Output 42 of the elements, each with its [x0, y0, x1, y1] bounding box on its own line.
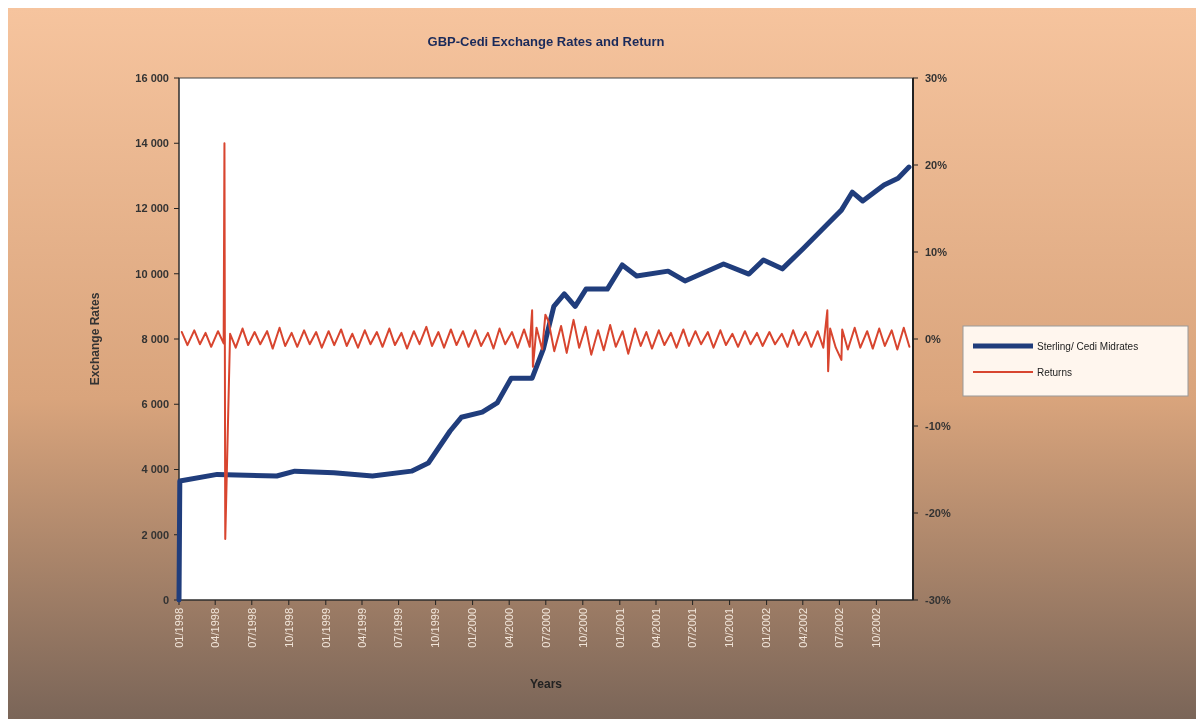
- y-axis-title: Exchange Rates: [88, 292, 102, 386]
- x-tick-label: 10/1998: [282, 608, 295, 648]
- x-tick-label: 04/2000: [503, 608, 516, 648]
- y2-tick-label: 30%: [925, 71, 948, 84]
- y-tick-label: 12 000: [135, 202, 169, 215]
- y2-tick-label: 0%: [925, 332, 942, 345]
- x-tick-label: 04/2002: [796, 608, 809, 648]
- y2-tick-label: 20%: [925, 158, 948, 171]
- x-tick-label: 10/2001: [723, 608, 736, 648]
- y-tick-label: 14 000: [135, 137, 169, 150]
- y-tick-label: 8 000: [141, 332, 169, 345]
- x-tick-label: 04/1998: [209, 608, 222, 648]
- x-tick-label: 07/2000: [539, 608, 552, 648]
- x-tick-label: 04/2001: [649, 608, 662, 648]
- x-tick-label: 07/1998: [245, 608, 258, 648]
- x-tick-label: 01/1998: [172, 608, 185, 648]
- y2-tick-label: 10%: [925, 245, 948, 258]
- x-tick-label: 01/1999: [319, 608, 332, 648]
- x-tick-label: 01/2001: [613, 608, 626, 648]
- x-tick-label: 10/2000: [576, 608, 589, 648]
- x-tick-label: 10/1999: [429, 608, 442, 648]
- y2-tick-label: -30%: [925, 593, 951, 606]
- x-tick-label: 10/2002: [870, 608, 883, 648]
- line-series: [180, 142, 911, 541]
- chart-title: GBP-Cedi Exchange Rates and Return: [427, 34, 665, 49]
- y-tick-label: 6 000: [141, 398, 169, 411]
- y2-tick-label: -20%: [925, 506, 951, 519]
- text: Sterling/ Cedi Midrates: [1037, 340, 1139, 352]
- text: Returns: [1037, 366, 1073, 378]
- x-tick-label: 07/2002: [833, 608, 846, 648]
- y-tick-label: 4 000: [141, 463, 169, 476]
- x-tick-label: 04/1999: [355, 608, 368, 648]
- y-tick-label: 2 000: [141, 528, 169, 541]
- x-tick-label: 07/2001: [686, 608, 699, 648]
- x-tick-label: 07/1999: [392, 608, 405, 648]
- y-tick-label: 10 000: [135, 267, 169, 280]
- x-axis-title: Years: [529, 677, 563, 691]
- y-tick-label: 0: [162, 593, 169, 606]
- x-tick-label: 01/2002: [760, 608, 773, 648]
- y2-tick-label: -10%: [925, 419, 951, 432]
- y-tick-label: 16 000: [135, 71, 169, 84]
- x-tick-label: 01/2000: [466, 608, 479, 648]
